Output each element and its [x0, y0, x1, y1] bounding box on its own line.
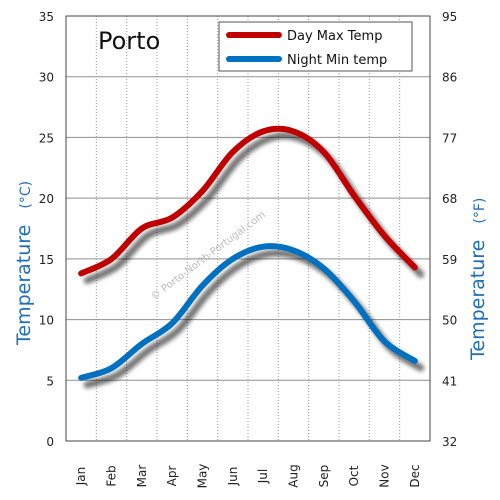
y-tick-label-right: 41: [442, 374, 457, 388]
y-tick-label-left: 25: [39, 131, 54, 145]
y-tick-label-left: 0: [46, 435, 54, 449]
y-tick-label-right: 32: [442, 435, 457, 449]
y-tick-label-right: 68: [442, 192, 457, 206]
y-tick-label-left: 10: [39, 314, 54, 328]
y-axis-label-right: Temperature (°F): [467, 198, 489, 361]
y-tick-label-left: 30: [39, 71, 54, 85]
x-tick-label: Feb: [105, 465, 119, 486]
y-tick-label-left: 15: [39, 253, 54, 267]
y-tick-label-left: 5: [46, 374, 54, 388]
y-tick-label-right: 95: [442, 10, 457, 24]
legend: Day Max Temp Night Min temp: [218, 21, 413, 72]
x-tick-label: Jul: [256, 469, 270, 484]
x-tick-label: Aug: [287, 464, 301, 487]
y-tick-label-right: 50: [442, 314, 457, 328]
y-tick-label-left: 35: [39, 10, 54, 24]
y-tick-label-right: 86: [442, 71, 457, 85]
chart-title: Porto: [98, 27, 160, 55]
series-line-night-min: [78, 243, 418, 381]
legend-label-day-max: Day Max Temp: [287, 29, 382, 44]
series-line-day-max: [78, 125, 418, 277]
x-tick-label: Sep: [317, 465, 331, 488]
x-tick-label: May: [196, 464, 210, 489]
plot-area-frame: [65, 15, 431, 442]
legend-box: [218, 21, 413, 72]
x-tick-label: Nov: [378, 464, 392, 487]
x-tick-label: Jan: [74, 467, 88, 487]
x-tick-label: Dec: [408, 464, 422, 487]
y-axis-label-left: Temperature (°C): [13, 181, 35, 346]
y-tick-label-left: 20: [39, 192, 54, 206]
x-tick-label: Jun: [226, 467, 240, 487]
legend-label-night-min: Night Min temp: [287, 53, 387, 68]
y-tick-label-right: 77: [442, 131, 457, 145]
x-tick-label: Oct: [347, 465, 361, 486]
x-tick-label: Mar: [135, 465, 149, 488]
y-tick-label-right: 59: [442, 253, 457, 267]
x-tick-label: Apr: [165, 466, 179, 487]
